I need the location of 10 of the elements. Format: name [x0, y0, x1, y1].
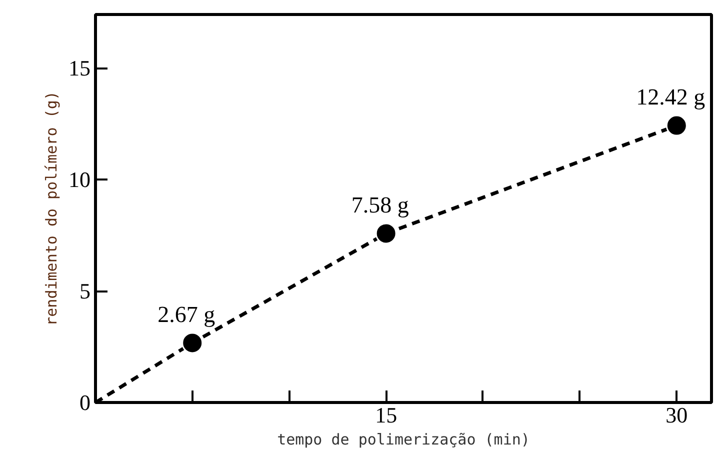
y-tick-label: 0	[80, 390, 90, 415]
data-label: 7.58 g	[351, 192, 410, 218]
y-tick-label: 15	[68, 56, 90, 81]
x-tick-label: 30	[666, 402, 688, 428]
y-axis-title: rendimento do polímero (g)	[42, 91, 60, 326]
x-axis-title: tempo de polimerização (min)	[277, 430, 530, 448]
y-tick-label: 5	[80, 278, 90, 304]
data-label: 12.42 g	[636, 84, 706, 110]
data-label: 2.67 g	[158, 302, 216, 327]
y-tick-label: 10	[68, 167, 90, 192]
